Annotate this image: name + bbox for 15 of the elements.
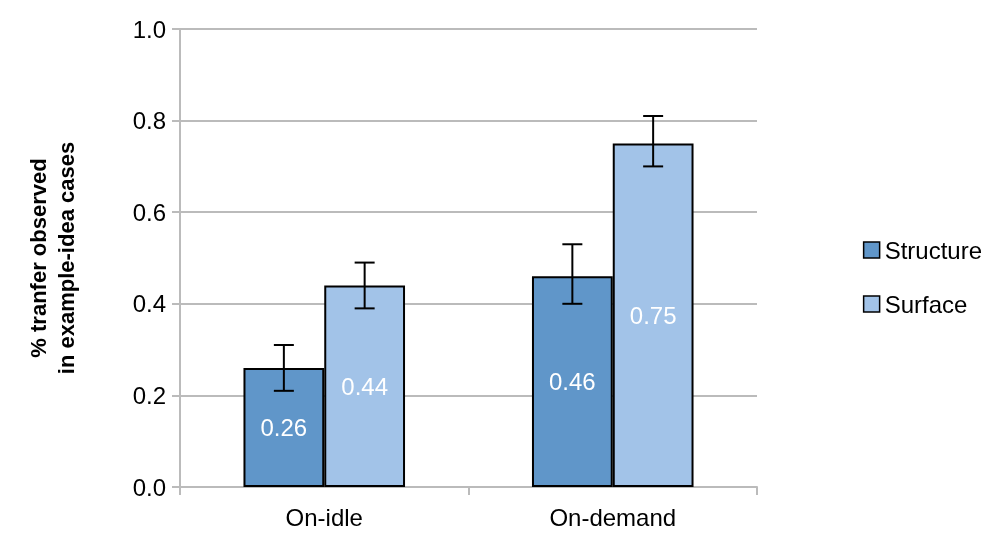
x-tick-label: On-demand (549, 503, 677, 531)
data-label: 0.44 (341, 372, 388, 400)
y-tick-label: 0.4 (132, 290, 166, 318)
y-tick-label: 1.0 (132, 15, 166, 43)
legend-label: Surface (884, 290, 968, 318)
data-label: 0.26 (260, 413, 308, 441)
y-tick-label: 0.6 (132, 198, 166, 226)
legend-label: Structure (884, 236, 982, 264)
y-tick-label: 0.0 (132, 473, 166, 501)
x-tick-label: On-idle (285, 503, 363, 531)
y-tick-label: 0.8 (132, 107, 166, 135)
data-label: 0.46 (549, 368, 596, 396)
y-axis-title: % tranfer observed in example-idea cases (25, 141, 79, 375)
y-tick-label: 0.2 (132, 381, 166, 409)
data-label: 0.75 (629, 301, 677, 329)
